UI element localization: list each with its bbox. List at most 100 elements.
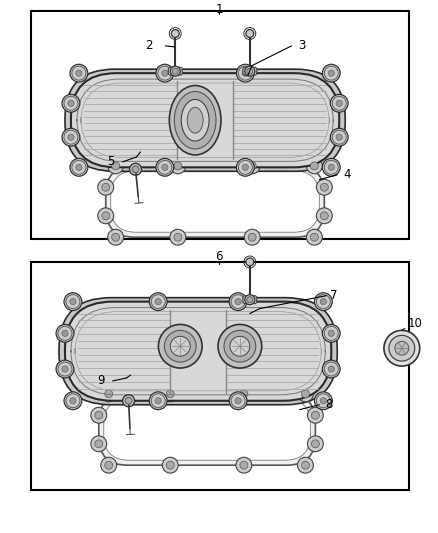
Circle shape <box>307 158 322 174</box>
Circle shape <box>156 64 174 82</box>
Circle shape <box>320 298 326 305</box>
Circle shape <box>314 293 332 311</box>
Circle shape <box>105 461 113 469</box>
Circle shape <box>322 325 340 342</box>
Circle shape <box>62 366 68 372</box>
Circle shape <box>311 440 319 448</box>
Circle shape <box>70 64 88 82</box>
Circle shape <box>238 160 252 174</box>
Text: 8: 8 <box>325 398 333 411</box>
Circle shape <box>328 164 335 171</box>
Circle shape <box>72 160 86 174</box>
Circle shape <box>162 386 178 402</box>
Circle shape <box>248 162 256 170</box>
Circle shape <box>218 325 262 368</box>
Circle shape <box>336 100 343 107</box>
Circle shape <box>242 164 248 171</box>
Circle shape <box>316 179 332 195</box>
Circle shape <box>155 398 161 404</box>
Ellipse shape <box>181 100 209 141</box>
FancyBboxPatch shape <box>104 399 311 460</box>
Circle shape <box>242 70 248 76</box>
Circle shape <box>101 386 117 402</box>
Circle shape <box>236 386 252 402</box>
Circle shape <box>237 64 254 82</box>
Text: 5: 5 <box>107 156 114 168</box>
Circle shape <box>151 295 165 309</box>
Circle shape <box>166 390 174 398</box>
Text: 2: 2 <box>145 39 152 52</box>
Circle shape <box>62 128 80 146</box>
Circle shape <box>149 293 167 311</box>
Circle shape <box>66 394 80 408</box>
Circle shape <box>98 208 114 224</box>
Circle shape <box>224 330 256 362</box>
Text: 6: 6 <box>215 249 223 263</box>
Circle shape <box>246 29 254 37</box>
Circle shape <box>68 134 74 140</box>
Circle shape <box>301 390 309 398</box>
Circle shape <box>237 158 254 176</box>
Circle shape <box>151 394 165 408</box>
Circle shape <box>162 70 168 76</box>
Circle shape <box>384 330 420 366</box>
Circle shape <box>91 436 107 451</box>
Circle shape <box>240 390 248 398</box>
Circle shape <box>174 162 182 170</box>
Circle shape <box>56 325 74 342</box>
FancyBboxPatch shape <box>243 67 257 75</box>
Circle shape <box>76 70 82 76</box>
Circle shape <box>324 326 338 340</box>
Circle shape <box>245 66 255 76</box>
Circle shape <box>170 158 186 174</box>
Circle shape <box>112 162 120 170</box>
Circle shape <box>170 229 186 245</box>
Circle shape <box>244 158 260 174</box>
Circle shape <box>170 336 190 356</box>
Text: 4: 4 <box>343 168 351 181</box>
Circle shape <box>130 163 141 175</box>
Circle shape <box>330 128 348 146</box>
Circle shape <box>123 395 134 407</box>
Circle shape <box>247 297 253 303</box>
Circle shape <box>76 164 82 171</box>
Circle shape <box>102 212 110 220</box>
Circle shape <box>231 295 245 309</box>
Circle shape <box>125 397 132 404</box>
Circle shape <box>155 298 161 305</box>
Circle shape <box>162 457 178 473</box>
Circle shape <box>171 29 179 37</box>
Circle shape <box>98 179 114 195</box>
Circle shape <box>328 366 335 372</box>
Circle shape <box>70 398 76 404</box>
Circle shape <box>311 162 318 170</box>
Circle shape <box>244 229 260 245</box>
Text: 7: 7 <box>329 289 337 302</box>
Circle shape <box>320 183 328 191</box>
Circle shape <box>307 229 322 245</box>
Circle shape <box>95 411 103 419</box>
Circle shape <box>58 326 72 340</box>
Circle shape <box>162 164 168 171</box>
Circle shape <box>156 158 174 176</box>
Circle shape <box>229 293 247 311</box>
Circle shape <box>246 258 254 266</box>
FancyBboxPatch shape <box>71 73 339 167</box>
Text: 9: 9 <box>97 375 105 387</box>
Circle shape <box>158 160 172 174</box>
Circle shape <box>56 360 74 378</box>
Circle shape <box>240 461 248 469</box>
Circle shape <box>62 94 80 112</box>
Bar <box>31 11 409 239</box>
Circle shape <box>320 398 326 404</box>
Circle shape <box>336 134 343 140</box>
Circle shape <box>316 208 332 224</box>
Circle shape <box>297 386 314 402</box>
Bar <box>31 262 409 490</box>
Circle shape <box>245 295 255 305</box>
Circle shape <box>166 461 174 469</box>
Circle shape <box>101 457 117 473</box>
Circle shape <box>311 411 319 419</box>
Ellipse shape <box>174 92 216 149</box>
Circle shape <box>229 392 247 410</box>
